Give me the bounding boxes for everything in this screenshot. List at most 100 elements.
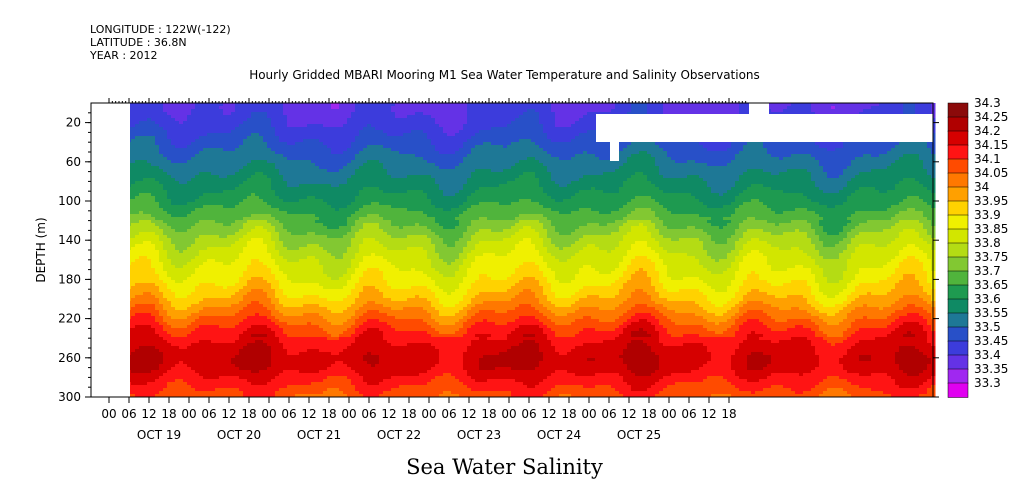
contour-cell	[139, 184, 144, 188]
contour-cell	[283, 256, 288, 260]
contour-cell	[203, 232, 208, 236]
contour-cell	[235, 319, 240, 323]
contour-cell	[267, 211, 272, 215]
contour-cell	[279, 196, 284, 200]
contour-cell	[271, 370, 276, 374]
contour-cell	[131, 244, 136, 248]
contour-cell	[135, 337, 140, 341]
contour-cell	[219, 259, 224, 263]
contour-cell	[231, 331, 236, 335]
contour-cell	[147, 373, 152, 377]
contour-cell	[203, 223, 208, 227]
contour-cell	[231, 139, 236, 143]
contour-cell	[259, 277, 264, 281]
contour-cell	[219, 253, 224, 257]
contour-cell	[275, 268, 280, 272]
contour-cell	[267, 226, 272, 230]
contour-cell	[163, 361, 168, 365]
contour-cell	[195, 304, 200, 308]
contour-cell	[167, 241, 172, 245]
contour-cell	[223, 349, 228, 353]
contour-cell	[263, 142, 268, 146]
contour-cell	[135, 319, 140, 323]
contour-cell	[267, 109, 272, 113]
contour-cell	[279, 280, 284, 284]
contour-cell	[235, 259, 240, 263]
contour-cell	[251, 331, 256, 335]
contour-cell	[255, 382, 260, 386]
contour-cell	[291, 121, 296, 125]
contour-cell	[235, 103, 240, 107]
contour-cell	[291, 160, 296, 164]
contour-cell	[195, 145, 200, 149]
contour-cell	[131, 376, 136, 380]
contour-cell	[275, 160, 280, 164]
contour-cell	[271, 319, 276, 323]
contour-cell	[143, 238, 148, 242]
contour-cell	[227, 115, 232, 119]
contour-cell	[271, 286, 276, 290]
contour-cell	[219, 211, 224, 215]
contour-cell	[267, 313, 272, 317]
contour-cell	[255, 349, 260, 353]
contour-cell	[151, 385, 156, 389]
contour-cell	[263, 337, 268, 341]
contour-cell	[215, 316, 220, 320]
contour-cell	[239, 310, 244, 314]
contour-cell	[175, 352, 180, 356]
contour-cell	[139, 217, 144, 221]
contour-cell	[215, 253, 220, 257]
contour-cell	[131, 154, 136, 158]
contour-cell	[147, 208, 152, 212]
contour-cell	[139, 316, 144, 320]
contour-cell	[247, 313, 252, 317]
contour-cell	[231, 154, 236, 158]
contour-cell	[187, 130, 192, 134]
contour-cell	[255, 379, 260, 383]
contour-cell	[179, 256, 184, 260]
contour-cell	[263, 256, 268, 260]
contour-cell	[215, 145, 220, 149]
contour-cell	[159, 109, 164, 113]
contour-cell	[195, 235, 200, 239]
contour-cell	[135, 352, 140, 356]
contour-cell	[271, 133, 276, 137]
contour-cell	[283, 358, 288, 362]
contour-cell	[259, 325, 264, 329]
contour-cell	[211, 115, 216, 119]
contour-cell	[155, 385, 160, 389]
contour-cell	[279, 232, 284, 236]
contour-cell	[159, 280, 164, 284]
contour-cell	[187, 163, 192, 167]
contour-cell	[203, 241, 208, 245]
contour-cell	[151, 151, 156, 155]
contour-cell	[207, 226, 212, 230]
contour-cell	[151, 106, 156, 110]
contour-cell	[187, 298, 192, 302]
contour-cell	[283, 199, 288, 203]
contour-cell	[199, 331, 204, 335]
contour-cell	[275, 133, 280, 137]
contour-cell	[255, 265, 260, 269]
contour-cell	[139, 310, 144, 314]
contour-cell	[215, 262, 220, 266]
contour-cell	[219, 361, 224, 365]
contour-cell	[187, 340, 192, 344]
contour-cell	[251, 223, 256, 227]
contour-cell	[163, 175, 168, 179]
contour-cell	[251, 160, 256, 164]
contour-cell	[283, 361, 288, 365]
contour-cell	[207, 289, 212, 293]
contour-cell	[155, 247, 160, 251]
contour-cell	[159, 226, 164, 230]
contour-cell	[219, 190, 224, 194]
contour-cell	[215, 256, 220, 260]
contour-cell	[287, 148, 292, 152]
contour-cell	[139, 151, 144, 155]
contour-cell	[155, 316, 160, 320]
contour-cell	[255, 346, 260, 350]
contour-cell	[223, 205, 228, 209]
contour-cell	[251, 229, 256, 233]
contour-cell	[219, 292, 224, 296]
contour-cell	[291, 178, 296, 182]
